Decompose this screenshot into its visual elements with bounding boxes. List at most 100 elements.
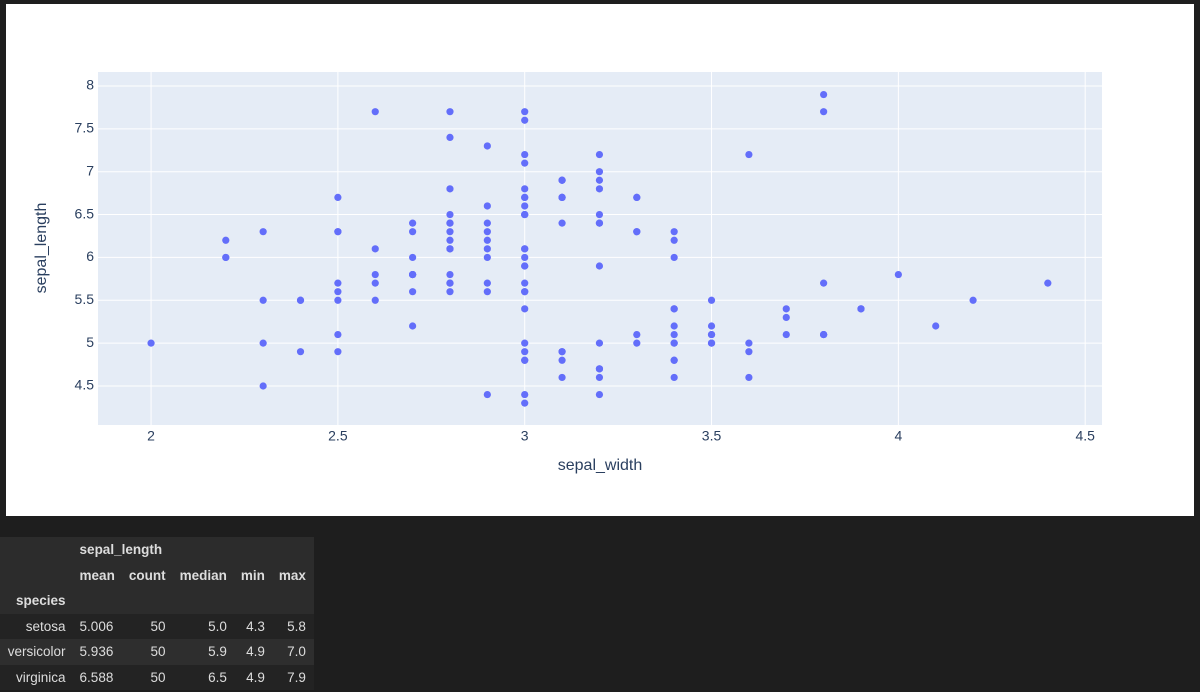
point (446, 219, 454, 227)
point (1044, 279, 1052, 287)
empty-header (123, 588, 174, 614)
row-header: virginica (16, 669, 66, 685)
point (409, 228, 417, 236)
point (633, 193, 641, 202)
x-tick-label: 2.5 (328, 428, 348, 444)
summary-table: sepal_length mean count median min max species… (0, 537, 314, 690)
point (334, 228, 342, 236)
point (558, 373, 566, 382)
point (483, 219, 491, 227)
point (334, 279, 342, 287)
point (707, 330, 716, 339)
point (446, 236, 454, 244)
point (820, 330, 828, 339)
column-header: min (240, 567, 265, 583)
table-cell: 4.3 (246, 618, 265, 634)
point (745, 348, 753, 356)
table-cell: 7.9 (287, 669, 306, 685)
point (521, 245, 529, 253)
x-tick-label: 2 (147, 428, 155, 444)
table-cell: 4.9 (246, 669, 265, 685)
point (894, 270, 902, 279)
point (595, 339, 604, 347)
point (446, 133, 454, 142)
point (521, 253, 529, 262)
table-row: virginica 6.588 50 6.5 4.9 7.9 (0, 664, 314, 690)
table-cell: 50 (150, 644, 166, 660)
point (595, 168, 604, 176)
point (633, 330, 641, 339)
point (371, 245, 379, 253)
point (707, 296, 716, 304)
table-row: mean count median min max (0, 562, 314, 588)
point (782, 313, 790, 322)
x-tick-label: 3 (521, 428, 529, 444)
point (521, 262, 529, 270)
point (371, 296, 379, 304)
point (371, 279, 379, 287)
x-tick-label: 3.5 (702, 428, 722, 444)
point (820, 108, 828, 116)
empty-header (235, 588, 273, 614)
point (745, 339, 753, 347)
point (409, 219, 417, 227)
point (409, 288, 417, 296)
point (782, 305, 790, 313)
table-row: setosa 5.006 50 5.0 4.3 5.8 (0, 613, 314, 639)
y-tick-label: 7.5 (75, 120, 95, 136)
empty-header (273, 588, 314, 614)
point (521, 116, 529, 124)
y-tick-label: 5 (86, 334, 94, 350)
point (595, 210, 604, 219)
point (595, 373, 604, 382)
point (296, 296, 305, 304)
point (334, 330, 342, 339)
table-cell: 7.0 (287, 644, 306, 660)
table-row: species (0, 588, 314, 614)
column-header: count (128, 567, 166, 583)
table-cell: 50 (150, 618, 166, 634)
point (670, 339, 678, 347)
table-cell: 5.9 (208, 644, 227, 660)
point (670, 322, 678, 330)
y-tick-label: 4.5 (75, 377, 95, 393)
table-corner (0, 537, 74, 563)
y-tick-label: 6 (86, 248, 94, 264)
point (483, 236, 491, 244)
empty-header (174, 588, 235, 614)
point (446, 185, 454, 193)
point (782, 330, 790, 339)
point (483, 253, 491, 262)
point (296, 348, 305, 356)
point (446, 108, 454, 116)
point (521, 356, 529, 364)
point (558, 193, 566, 202)
point (483, 245, 491, 253)
column-group-header: sepal_length (79, 542, 163, 558)
point (670, 228, 678, 236)
point (670, 305, 678, 313)
x-tick-label: 4.5 (1075, 428, 1095, 444)
point (222, 236, 230, 244)
point (409, 253, 417, 262)
point (147, 339, 155, 347)
point (371, 270, 379, 279)
empty-header (74, 588, 123, 614)
point (446, 245, 454, 253)
point (446, 279, 454, 287)
point (707, 339, 716, 347)
x-axis-title: sepal_width (558, 457, 643, 474)
point (521, 288, 529, 296)
point (521, 399, 529, 407)
point (259, 382, 267, 390)
point (371, 108, 379, 116)
point (521, 339, 529, 347)
chart: sepal_width sepal_length 2 2.5 3 3.5 4 4.5 4.5… (6, 4, 1194, 516)
point (670, 356, 678, 364)
point (483, 228, 491, 236)
point (558, 176, 566, 184)
point (595, 185, 604, 193)
point (521, 202, 529, 210)
point (521, 348, 529, 356)
